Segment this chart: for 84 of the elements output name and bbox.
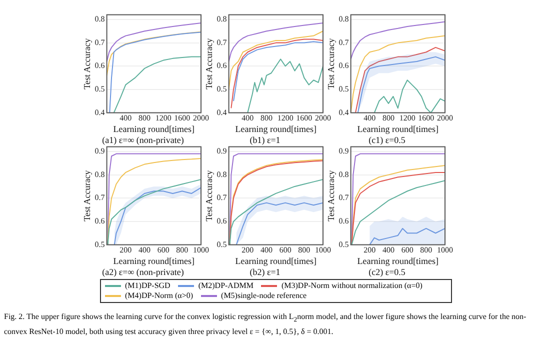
y-tick-label: 0.6 xyxy=(94,61,105,70)
x-tick-label: 400 xyxy=(138,246,150,255)
x-tick-label: 600 xyxy=(279,246,292,255)
x-tick-label: 1200 xyxy=(155,114,172,123)
x-tick-label: 400 xyxy=(120,114,132,123)
legend-label: (M1)DP-SGD xyxy=(125,281,170,291)
y-tick-label: 0.7 xyxy=(216,193,227,202)
y-tick-label: 0.7 xyxy=(216,38,227,47)
x-tick-label: 2000 xyxy=(193,114,209,123)
y-tick-label: 0.8 xyxy=(216,14,227,24)
text: (a2) ε=∞ (non-private) xyxy=(102,266,184,277)
y-axis-title: Test Accuracy xyxy=(326,38,336,90)
y-tick-label: 0.6 xyxy=(216,216,227,226)
x-axis-title: Learning round[times] xyxy=(235,256,317,266)
y-tick-label: 0.6 xyxy=(216,61,227,70)
y-axis-title: Test Accuracy xyxy=(204,170,214,222)
y-tick-label: 0.4 xyxy=(94,108,105,117)
x-axis-title: Learning round[times] xyxy=(113,124,195,134)
x-axis-title: Learning round[times] xyxy=(113,256,195,266)
text: (c2) ε=0.5 xyxy=(368,266,406,277)
x-tick-label: 400 xyxy=(242,114,254,123)
x-tick-label: 1600 xyxy=(174,114,190,123)
y-tick-label: 0.6 xyxy=(338,216,349,226)
text: (b2) ε=1 xyxy=(250,266,280,277)
x-axis-title: Learning round[times] xyxy=(235,124,317,134)
x-tick-label: 400 xyxy=(260,246,272,255)
x-axis-title: Learning round[times] xyxy=(357,124,439,134)
y-tick-label: 0.8 xyxy=(338,14,349,24)
y-tick-label: 0.9 xyxy=(338,146,349,156)
x-tick-label: 600 xyxy=(157,246,170,255)
x-tick-label: 200 xyxy=(120,246,132,255)
y-tick-label: 0.9 xyxy=(216,146,227,156)
y-tick-label: 0.6 xyxy=(94,216,105,226)
x-tick-label: 200 xyxy=(364,246,376,255)
legend-label: (M3)DP-Norm without normalization (α=0) xyxy=(281,281,422,291)
text: (b1) ε=1 xyxy=(250,134,280,145)
y-tick-label: 0.6 xyxy=(338,61,349,70)
x-tick-label: 800 xyxy=(176,246,188,255)
legend-label: (M4)DP-Norm (α>0) xyxy=(125,291,194,301)
x-tick-label: 600 xyxy=(401,246,414,255)
x-tick-label: 1200 xyxy=(399,114,416,123)
y-tick-label: 0.8 xyxy=(216,170,227,179)
y-tick-label: 0.7 xyxy=(338,193,349,202)
y-tick-label: 0.8 xyxy=(94,170,105,179)
y-tick-label: 0.7 xyxy=(94,193,105,202)
x-tick-label: 1000 xyxy=(437,246,453,255)
x-axis-title: Learning round[times] xyxy=(357,256,439,266)
y-axis-title: Test Accuracy xyxy=(82,38,92,90)
x-tick-label: 2000 xyxy=(315,114,331,123)
y-tick-label: 0.4 xyxy=(216,108,227,117)
y-tick-label: 0.4 xyxy=(338,108,349,117)
x-tick-label: 400 xyxy=(364,114,376,123)
text: (c1) ε=0.5 xyxy=(368,134,406,145)
y-tick-label: 0.5 xyxy=(216,84,227,94)
x-tick-label: 1000 xyxy=(193,246,209,255)
x-tick-label: 800 xyxy=(420,246,432,255)
y-axis-title: Test Accuracy xyxy=(204,38,214,90)
caption: Fig. 2. The upper figure shows the learning curve for the convex logistic regression with L$_{2}$norm model, and the lower figure shows the learning curve for the non-convex ResNet-10 model, both using test accuracy given three privacy level ε = {∞, 1, 0.5}, δ = 0.001. xyxy=(4,311,528,337)
legend-label: (M5)single-node reference xyxy=(221,291,307,301)
y-tick-label: 0.5 xyxy=(216,240,227,249)
y-tick-label: 0.5 xyxy=(94,84,105,94)
y-tick-label: 0.7 xyxy=(338,38,349,47)
y-axis-title: Test Accuracy xyxy=(82,170,92,222)
y-tick-label: 0.8 xyxy=(338,170,349,179)
x-tick-label: 800 xyxy=(138,114,150,123)
x-tick-label: 1200 xyxy=(277,114,294,123)
x-tick-label: 800 xyxy=(382,114,394,123)
text: (a1) ε=∞ (non-private) xyxy=(102,134,184,145)
x-tick-label: 800 xyxy=(298,246,310,255)
y-axis-title: Test Accuracy xyxy=(326,170,336,222)
x-tick-label: 200 xyxy=(242,246,254,255)
x-tick-label: 2000 xyxy=(437,114,453,123)
legend-label: (M2)DP-ADMM xyxy=(198,281,254,291)
y-tick-label: 0.5 xyxy=(338,84,349,94)
x-tick-label: 400 xyxy=(382,246,394,255)
y-tick-label: 0.5 xyxy=(94,240,105,249)
x-tick-label: 800 xyxy=(260,114,272,123)
y-tick-label: 0.8 xyxy=(94,14,105,24)
y-tick-label: 0.7 xyxy=(94,38,105,47)
x-tick-label: 1600 xyxy=(418,114,434,123)
y-tick-label: 0.5 xyxy=(338,240,349,249)
y-tick-label: 0.9 xyxy=(94,146,105,156)
x-tick-label: 1000 xyxy=(315,246,331,255)
x-tick-label: 1600 xyxy=(296,114,312,123)
